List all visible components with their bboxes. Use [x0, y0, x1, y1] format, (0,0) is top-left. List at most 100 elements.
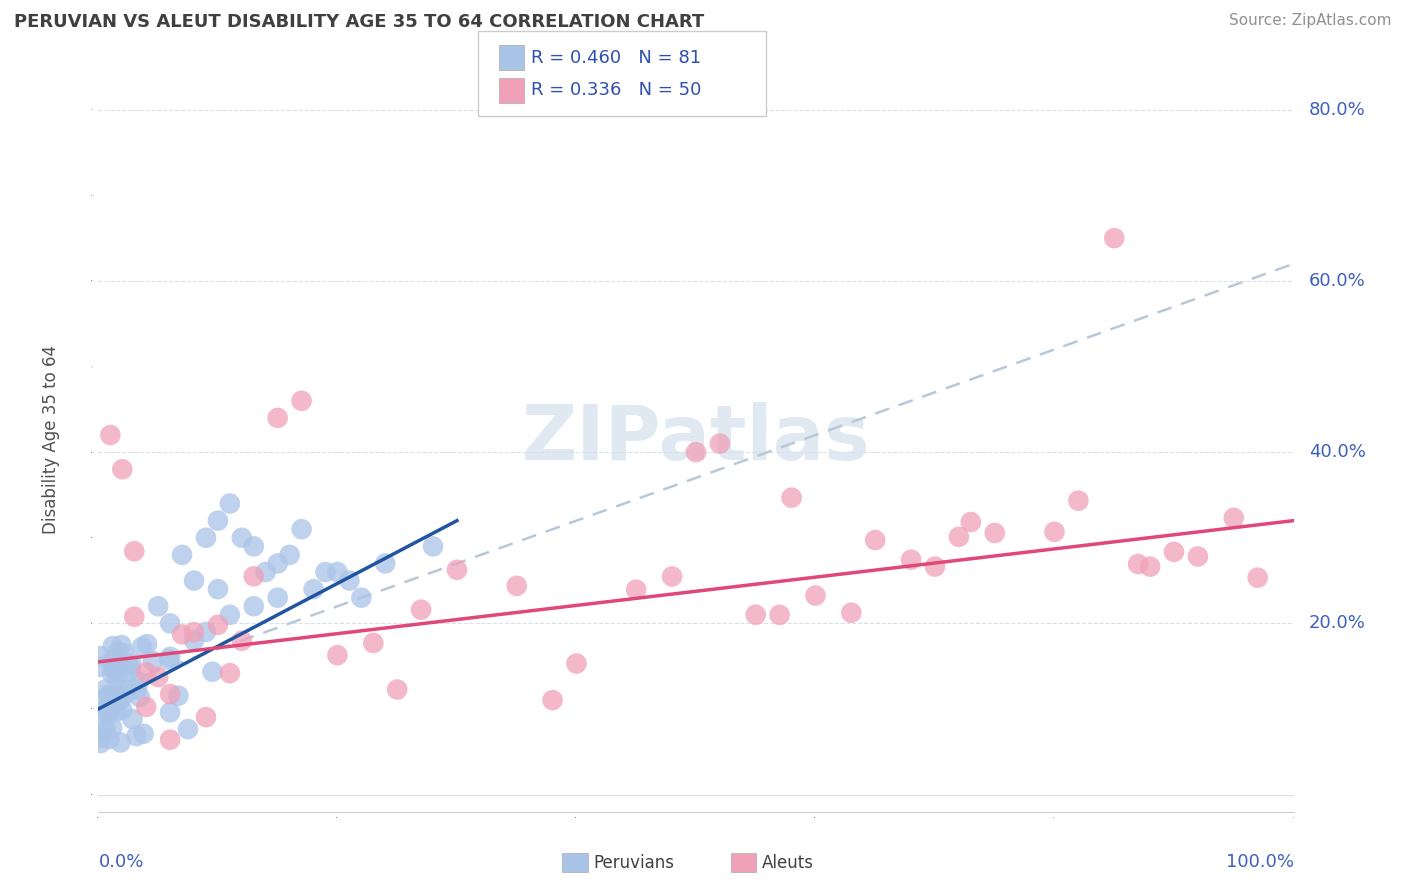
- Point: [1187, 549, 1209, 564]
- Text: R = 0.336   N = 50: R = 0.336 N = 50: [531, 81, 702, 99]
- Text: Aleuts: Aleuts: [762, 854, 814, 871]
- Text: Disability Age 35 to 64: Disability Age 35 to 64: [42, 345, 59, 533]
- Point: [101, 721, 124, 735]
- Point: [1163, 545, 1185, 559]
- Point: [112, 646, 135, 660]
- Point: [101, 666, 124, 681]
- Point: [243, 569, 266, 583]
- Text: 80.0%: 80.0%: [1309, 101, 1365, 119]
- Point: [195, 710, 218, 724]
- Point: [108, 675, 131, 690]
- Point: [1247, 571, 1270, 585]
- Point: [1104, 231, 1126, 245]
- Point: [135, 665, 157, 680]
- Point: [157, 653, 180, 667]
- Point: [960, 515, 983, 529]
- Point: [104, 664, 127, 678]
- Point: [1128, 557, 1150, 571]
- Point: [104, 661, 127, 675]
- Point: [125, 729, 148, 743]
- Point: [207, 618, 229, 632]
- Point: [90, 736, 112, 750]
- Point: [159, 706, 181, 720]
- Point: [243, 599, 266, 614]
- Point: [422, 539, 444, 553]
- Point: [131, 640, 153, 654]
- Point: [363, 636, 385, 650]
- Point: [948, 530, 970, 544]
- Point: [446, 563, 468, 577]
- Point: [278, 548, 301, 562]
- Point: [108, 666, 131, 681]
- Point: [97, 707, 120, 722]
- Point: [924, 559, 946, 574]
- Point: [661, 569, 683, 583]
- Point: [231, 633, 253, 648]
- Point: [207, 514, 229, 528]
- Point: [291, 522, 314, 536]
- Point: [93, 692, 115, 706]
- Point: [91, 719, 114, 733]
- Point: [183, 633, 205, 648]
- Point: [115, 686, 138, 700]
- Text: 40.0%: 40.0%: [1309, 443, 1367, 461]
- Point: [94, 723, 117, 737]
- Point: [411, 602, 433, 616]
- Point: [195, 531, 218, 545]
- Point: [183, 625, 205, 640]
- Point: [148, 670, 170, 684]
- Point: [103, 699, 125, 714]
- Text: 100.0%: 100.0%: [1226, 853, 1294, 871]
- Point: [1043, 524, 1066, 539]
- Point: [159, 616, 181, 631]
- Point: [132, 727, 155, 741]
- Point: [105, 654, 128, 668]
- Text: Peruvians: Peruvians: [593, 854, 675, 871]
- Point: [183, 574, 205, 588]
- Point: [107, 645, 129, 659]
- Point: [111, 462, 134, 476]
- Point: [506, 579, 529, 593]
- Point: [984, 525, 1007, 540]
- Point: [97, 688, 120, 702]
- Point: [110, 638, 132, 652]
- Point: [339, 574, 361, 588]
- Point: [120, 657, 142, 671]
- Point: [195, 624, 218, 639]
- Point: [101, 657, 124, 671]
- Text: 60.0%: 60.0%: [1309, 272, 1365, 290]
- Point: [101, 639, 124, 653]
- Point: [172, 627, 194, 641]
- Point: [541, 693, 564, 707]
- Point: [865, 533, 887, 547]
- Point: [385, 682, 409, 697]
- Point: [90, 731, 112, 745]
- Text: 20.0%: 20.0%: [1309, 615, 1367, 632]
- Point: [107, 689, 129, 703]
- Point: [243, 539, 266, 553]
- Point: [350, 591, 373, 605]
- Point: [254, 565, 277, 579]
- Point: [900, 552, 922, 566]
- Point: [117, 658, 139, 673]
- Point: [219, 607, 242, 622]
- Point: [89, 649, 111, 664]
- Point: [124, 609, 146, 624]
- Point: [1139, 559, 1161, 574]
- Point: [98, 428, 122, 442]
- Point: [1067, 493, 1090, 508]
- Point: [685, 445, 707, 459]
- Point: [94, 682, 117, 697]
- Point: [120, 663, 142, 677]
- Point: [100, 654, 122, 668]
- Point: [136, 637, 159, 651]
- Text: R = 0.460   N = 81: R = 0.460 N = 81: [531, 49, 702, 67]
- Point: [89, 660, 111, 674]
- Point: [841, 606, 863, 620]
- Point: [142, 654, 165, 668]
- Text: ZIPatlas: ZIPatlas: [522, 402, 870, 476]
- Point: [326, 565, 349, 579]
- Point: [804, 589, 827, 603]
- Point: [315, 565, 337, 579]
- Point: [96, 701, 118, 715]
